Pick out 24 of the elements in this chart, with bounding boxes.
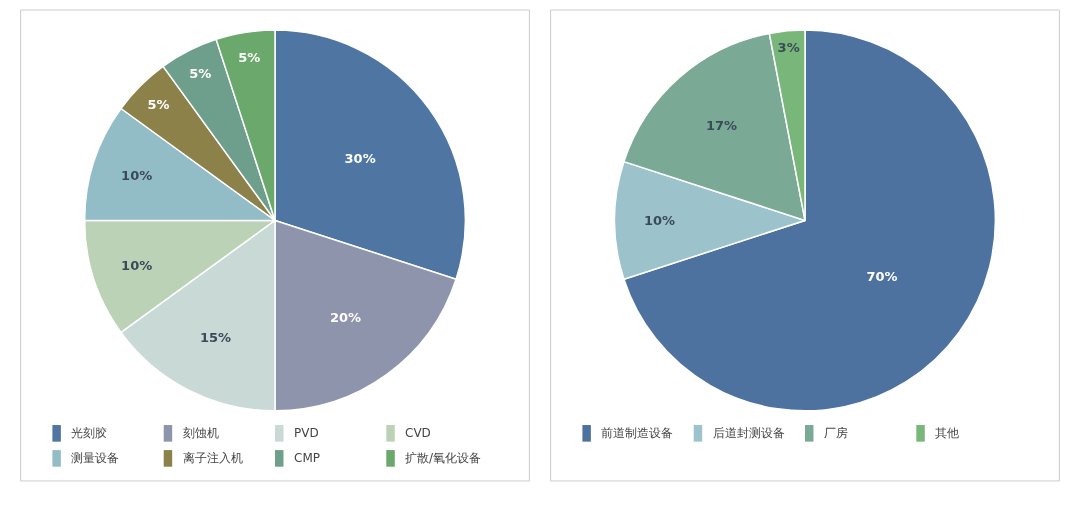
legend-label: 扩散/氧化设备 [405, 451, 482, 465]
data-label: 10% [121, 167, 153, 183]
slice-label: 前道制造设备 [601, 426, 673, 440]
data-label: 10% [121, 257, 153, 273]
data-label: 20% [329, 309, 362, 325]
data-label: 5% [189, 66, 212, 82]
legend-label: PVD [294, 426, 319, 440]
legend-label: 离子注入机 [183, 451, 243, 465]
data-label: 30% [344, 151, 376, 167]
legend-label: 其他 [935, 426, 959, 440]
legend-label: 刻蚀机 [183, 426, 219, 440]
legend-label: 测量设备 [71, 451, 119, 465]
legend-label: CVD [405, 426, 431, 440]
data-label: 17% [706, 118, 738, 134]
data-label: 5% [147, 96, 170, 112]
data-label: 3% [777, 39, 800, 55]
data-label: 10% [644, 212, 676, 228]
legend-label: 光刻胶 [71, 426, 107, 440]
legend-label: CMP [294, 451, 320, 465]
legend-label: 厂房 [824, 426, 848, 440]
data-label: 5% [238, 50, 261, 66]
legend-label: 后道封测设备 [713, 426, 785, 440]
data-label: 70% [866, 268, 898, 284]
data-label: 15% [199, 329, 232, 345]
